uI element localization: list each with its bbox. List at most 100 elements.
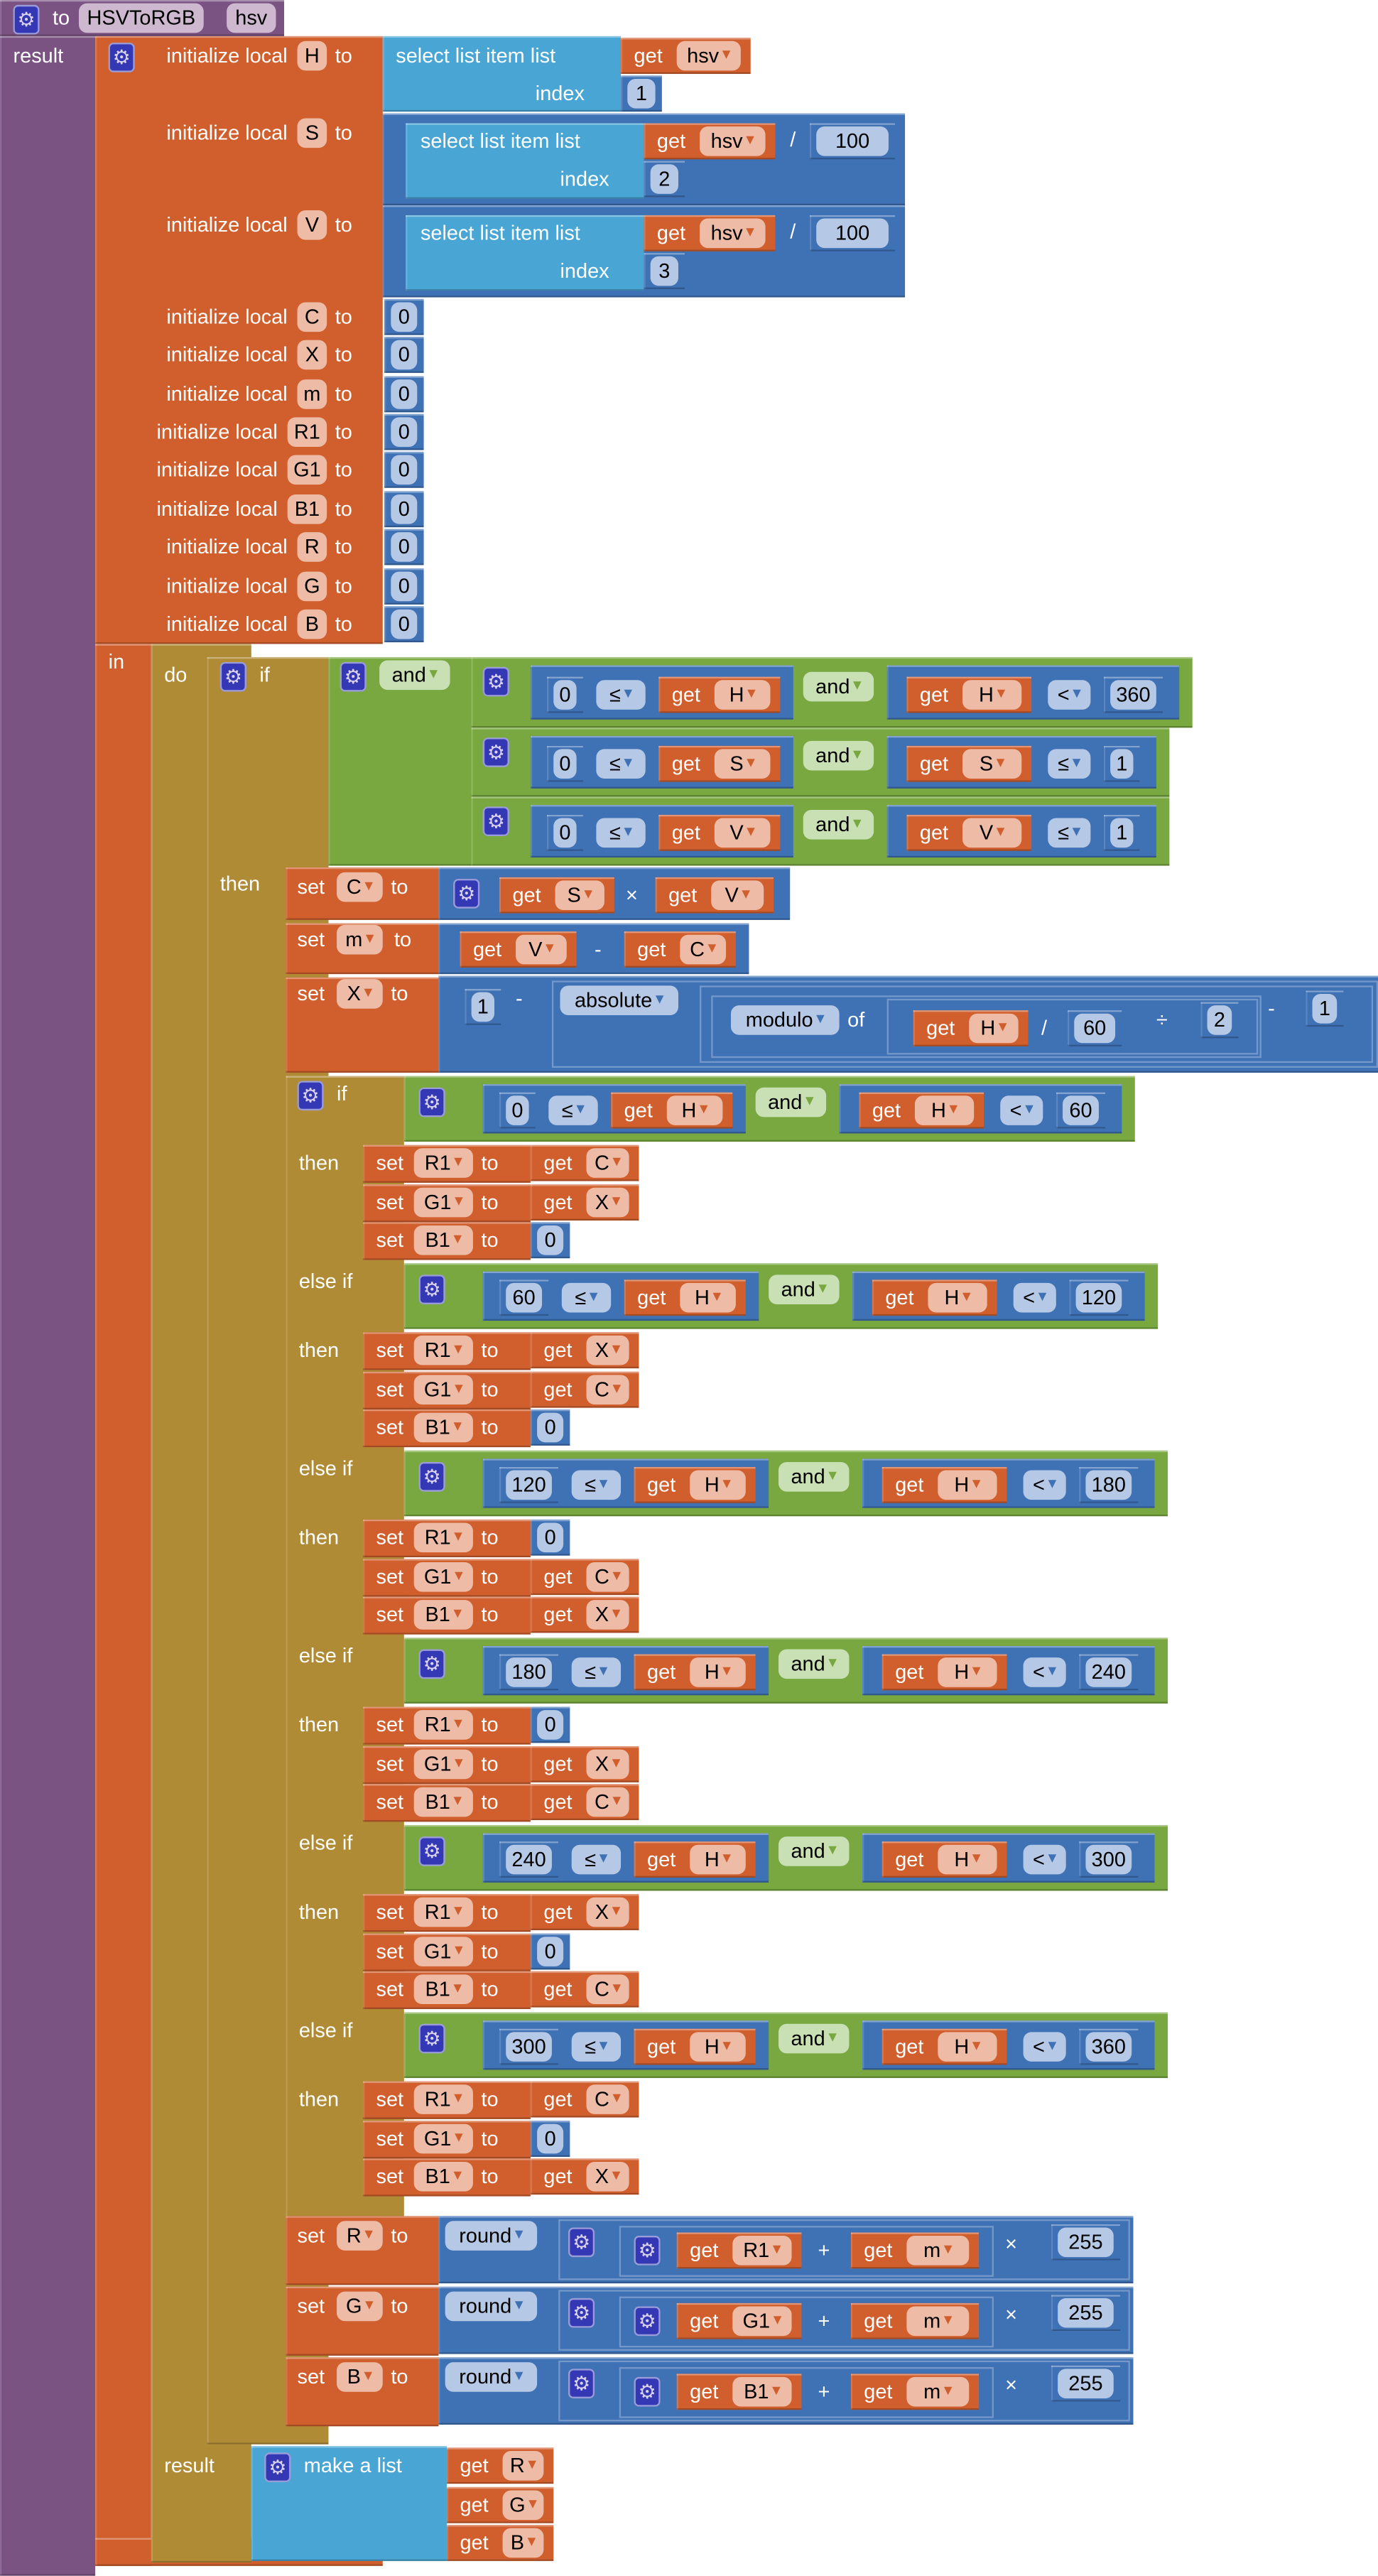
number-value[interactable]: 0 (506, 1095, 529, 1125)
select-list-item-block[interactable] (406, 215, 644, 291)
dropdown-arrow-icon[interactable]: ▾ (527, 2533, 536, 2552)
number-value[interactable]: 0 (537, 2123, 564, 2153)
dropdown-arrow-icon[interactable]: ▾ (722, 1475, 732, 1493)
number-value[interactable]: 0 (537, 1710, 564, 1740)
number-value[interactable]: 180 (1085, 1470, 1132, 1500)
dropdown-arrow-icon[interactable]: ▾ (1048, 1475, 1057, 1493)
variable-dropdown[interactable]: V ▾ (714, 818, 771, 848)
number-value[interactable]: 300 (1085, 1844, 1132, 1875)
number-value[interactable]: 300 (506, 2032, 552, 2062)
dropdown-arrow-icon[interactable]: ▾ (972, 1849, 981, 1868)
variable-dropdown[interactable]: B ▾ (502, 2528, 544, 2558)
dropdown-arrow-icon[interactable]: ▾ (364, 984, 373, 1002)
and-gear-icon[interactable]: ⚙ (418, 1275, 445, 1304)
variable-dropdown[interactable]: C ▾ (337, 872, 383, 902)
variable-dropdown[interactable]: V ▾ (711, 880, 764, 911)
dropdown-arrow-icon[interactable]: ▾ (599, 2037, 608, 2055)
procedure-name-field[interactable]: HSVToRGB (78, 3, 204, 33)
dropdown-arrow-icon[interactable]: ▾ (655, 990, 664, 1009)
variable-dropdown[interactable]: B1 ▾ (413, 1787, 473, 1817)
number-value[interactable]: 120 (506, 1470, 552, 1500)
dropdown-arrow-icon[interactable]: ▾ (429, 665, 438, 683)
if-gear-icon[interactable]: ⚙ (219, 661, 246, 692)
local-name-field-S[interactable]: S (297, 118, 327, 148)
dropdown-arrow-icon[interactable]: ▾ (612, 1792, 622, 1811)
number-value[interactable]: 1 (1110, 749, 1134, 779)
variable-dropdown[interactable]: H ▾ (962, 680, 1022, 710)
dropdown-arrow-icon[interactable]: ▾ (612, 1379, 622, 1397)
dropdown-arrow-icon[interactable]: ▾ (943, 2381, 953, 2401)
if-gear-icon[interactable]: ⚙ (297, 1081, 324, 1111)
number-value[interactable]: 0 (391, 340, 418, 370)
dropdown-arrow-icon[interactable]: ▾ (972, 1662, 981, 1681)
dropdown-arrow-icon[interactable]: ▾ (612, 1902, 621, 1921)
select-list-item-block[interactable] (382, 36, 622, 112)
variable-dropdown[interactable]: X ▾ (337, 979, 383, 1009)
dropdown-arrow-icon[interactable]: ▾ (455, 1566, 463, 1585)
dropdown-arrow-icon[interactable]: ▾ (365, 2296, 374, 2315)
number-value[interactable]: 100 (816, 126, 889, 156)
variable-dropdown[interactable]: hsv ▾ (700, 218, 766, 249)
variable-dropdown[interactable]: X ▾ (586, 1897, 629, 1927)
number-value[interactable]: 255 (1058, 2298, 1114, 2328)
number-value[interactable]: 0 (391, 455, 418, 485)
variable-dropdown[interactable]: m ▾ (906, 2236, 970, 2266)
dropdown-arrow-icon[interactable]: ▾ (747, 754, 755, 772)
variable-dropdown[interactable]: hsv ▾ (700, 126, 766, 156)
dropdown-arrow-icon[interactable]: ▾ (624, 754, 633, 772)
dropdown-arrow-icon[interactable]: ▾ (599, 1662, 608, 1681)
variable-dropdown[interactable]: X ▾ (586, 1335, 629, 1365)
dropdown-arrow-icon[interactable]: ▾ (996, 823, 1005, 841)
variable-dropdown[interactable]: C ▾ (586, 1787, 629, 1817)
variable-dropdown[interactable]: V ▾ (516, 934, 567, 965)
variable-dropdown[interactable]: X ▾ (586, 1186, 629, 1217)
number-value[interactable]: 0 (391, 571, 418, 602)
local-name-field-R[interactable]: R (297, 532, 327, 562)
compare-operator-dropdown[interactable]: ≤ ▾ (571, 2032, 622, 2062)
dropdown-arrow-icon[interactable]: ▾ (742, 885, 750, 904)
compare-operator-dropdown[interactable]: ≤ ▾ (1048, 818, 1091, 848)
add-gear-icon[interactable]: ⚙ (634, 2376, 661, 2407)
compare-operator-dropdown[interactable]: ≤ ▾ (561, 1282, 612, 1313)
number-value[interactable]: 2 (1207, 1005, 1232, 1035)
variable-dropdown[interactable]: m ▾ (906, 2306, 970, 2337)
variable-dropdown[interactable]: H ▾ (938, 1657, 997, 1687)
compare-operator-dropdown[interactable]: < ▾ (1013, 1282, 1056, 1313)
variable-dropdown[interactable]: R1 ▾ (413, 1897, 473, 1927)
variable-dropdown[interactable]: H ▾ (928, 1282, 987, 1313)
number-value[interactable]: 2 (650, 164, 678, 194)
compare-gear-icon[interactable]: ⚙ (482, 737, 509, 767)
compare-operator-dropdown[interactable]: < ▾ (1023, 1657, 1066, 1687)
dropdown-arrow-icon[interactable]: ▾ (453, 2166, 462, 2185)
local-name-field-V[interactable]: V (297, 210, 327, 240)
number-value[interactable]: 0 (537, 1936, 564, 1966)
variable-dropdown[interactable]: B1 ▾ (413, 1412, 473, 1443)
make-list-gear-icon[interactable]: ⚙ (264, 2452, 291, 2482)
number-value[interactable]: 60 (506, 1282, 543, 1313)
dropdown-arrow-icon[interactable]: ▾ (997, 685, 1006, 703)
number-value[interactable]: 1 (627, 78, 656, 109)
dropdown-arrow-icon[interactable]: ▾ (1072, 754, 1081, 772)
and-gear-icon[interactable]: ⚙ (418, 1649, 445, 1679)
compare-operator-dropdown[interactable]: ≤ ▾ (571, 1657, 622, 1687)
dropdown-arrow-icon[interactable]: ▾ (612, 1153, 622, 1171)
local-name-field-B1[interactable]: B1 (287, 494, 327, 524)
variable-dropdown[interactable]: H ▾ (969, 1013, 1019, 1044)
dropdown-arrow-icon[interactable]: ▾ (612, 1340, 621, 1359)
variable-dropdown[interactable]: R1 ▾ (413, 1522, 473, 1553)
dropdown-arrow-icon[interactable]: ▾ (455, 1753, 463, 1772)
dropdown-arrow-icon[interactable]: ▾ (528, 2455, 537, 2474)
dropdown-arrow-icon[interactable]: ▾ (364, 2226, 373, 2244)
dropdown-arrow-icon[interactable]: ▾ (599, 1849, 608, 1868)
dropdown-arrow-icon[interactable]: ▾ (589, 1287, 598, 1306)
compare-gear-icon[interactable]: ⚙ (482, 806, 509, 836)
dropdown-arrow-icon[interactable]: ▾ (998, 1018, 1007, 1037)
dropdown-arrow-icon[interactable]: ▾ (528, 2494, 537, 2513)
variable-dropdown[interactable]: R ▾ (337, 2221, 383, 2251)
variable-dropdown[interactable]: H ▾ (690, 1470, 746, 1500)
number-value[interactable]: 0 (391, 302, 418, 332)
variable-dropdown[interactable]: G1 ▾ (413, 1374, 473, 1404)
dropdown-arrow-icon[interactable]: ▾ (453, 1417, 462, 1436)
multiply-gear-icon[interactable]: ⚙ (568, 2369, 595, 2398)
